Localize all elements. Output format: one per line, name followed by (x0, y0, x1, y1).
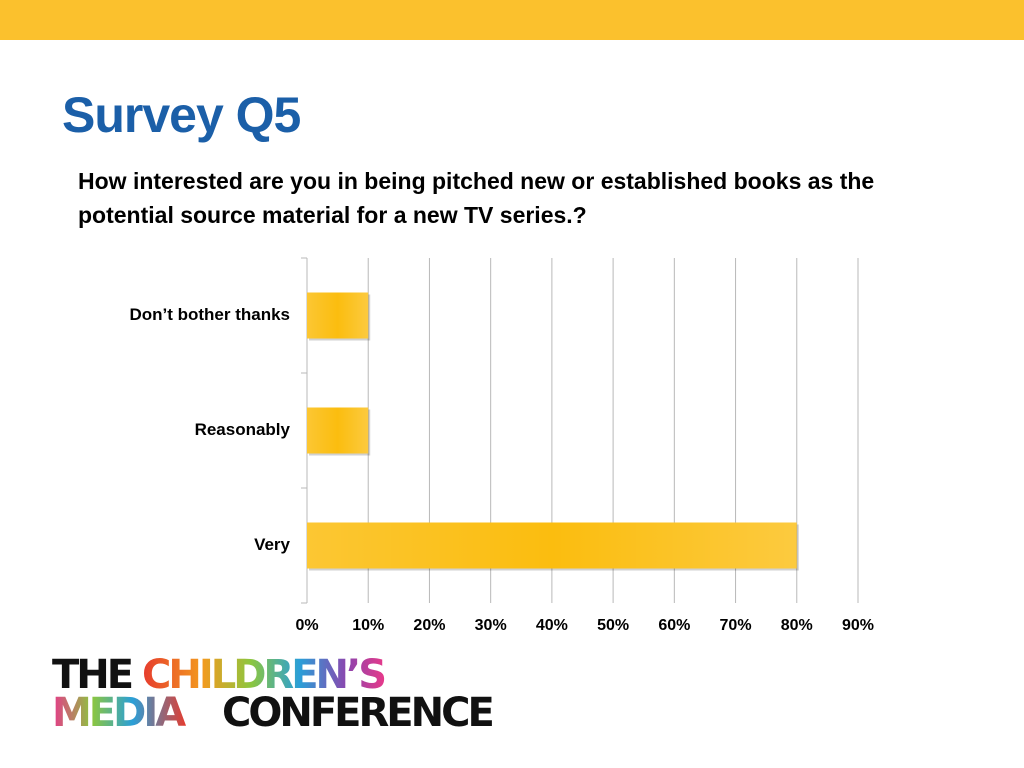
x-tick-label: 70% (720, 617, 752, 634)
x-tick-label: 20% (413, 617, 445, 634)
top-band (0, 0, 1024, 40)
chart-subtitle: How interested are you in being pitched … (78, 168, 875, 228)
slide-title: Survey Q5 (62, 87, 301, 143)
x-tick-label: 60% (658, 617, 690, 634)
x-tick-label: 0% (295, 617, 318, 634)
logo-word: THE (52, 652, 132, 698)
logo: THE CHILDREN’S MEDIA CONFERENCE (52, 652, 495, 736)
logo-word: CONFERENCE (222, 690, 492, 736)
bar-sheen (307, 292, 369, 339)
x-tick-label: 40% (536, 617, 568, 634)
y-tick-label: Reasonably (195, 420, 291, 439)
y-tick-label: Don’t bother thanks (129, 305, 290, 324)
y-tick-label: Very (254, 535, 290, 554)
x-tick-label: 10% (352, 617, 384, 634)
x-tick-label: 80% (781, 617, 813, 634)
bar-sheen (307, 522, 797, 569)
bar-sheen (307, 407, 369, 454)
logo-word: MEDIA (52, 690, 186, 736)
x-tick-label: 50% (597, 617, 629, 634)
x-tick-label: 30% (475, 617, 507, 634)
x-tick-label: 90% (842, 617, 874, 634)
logo-word: CHILDREN’S (142, 652, 384, 698)
